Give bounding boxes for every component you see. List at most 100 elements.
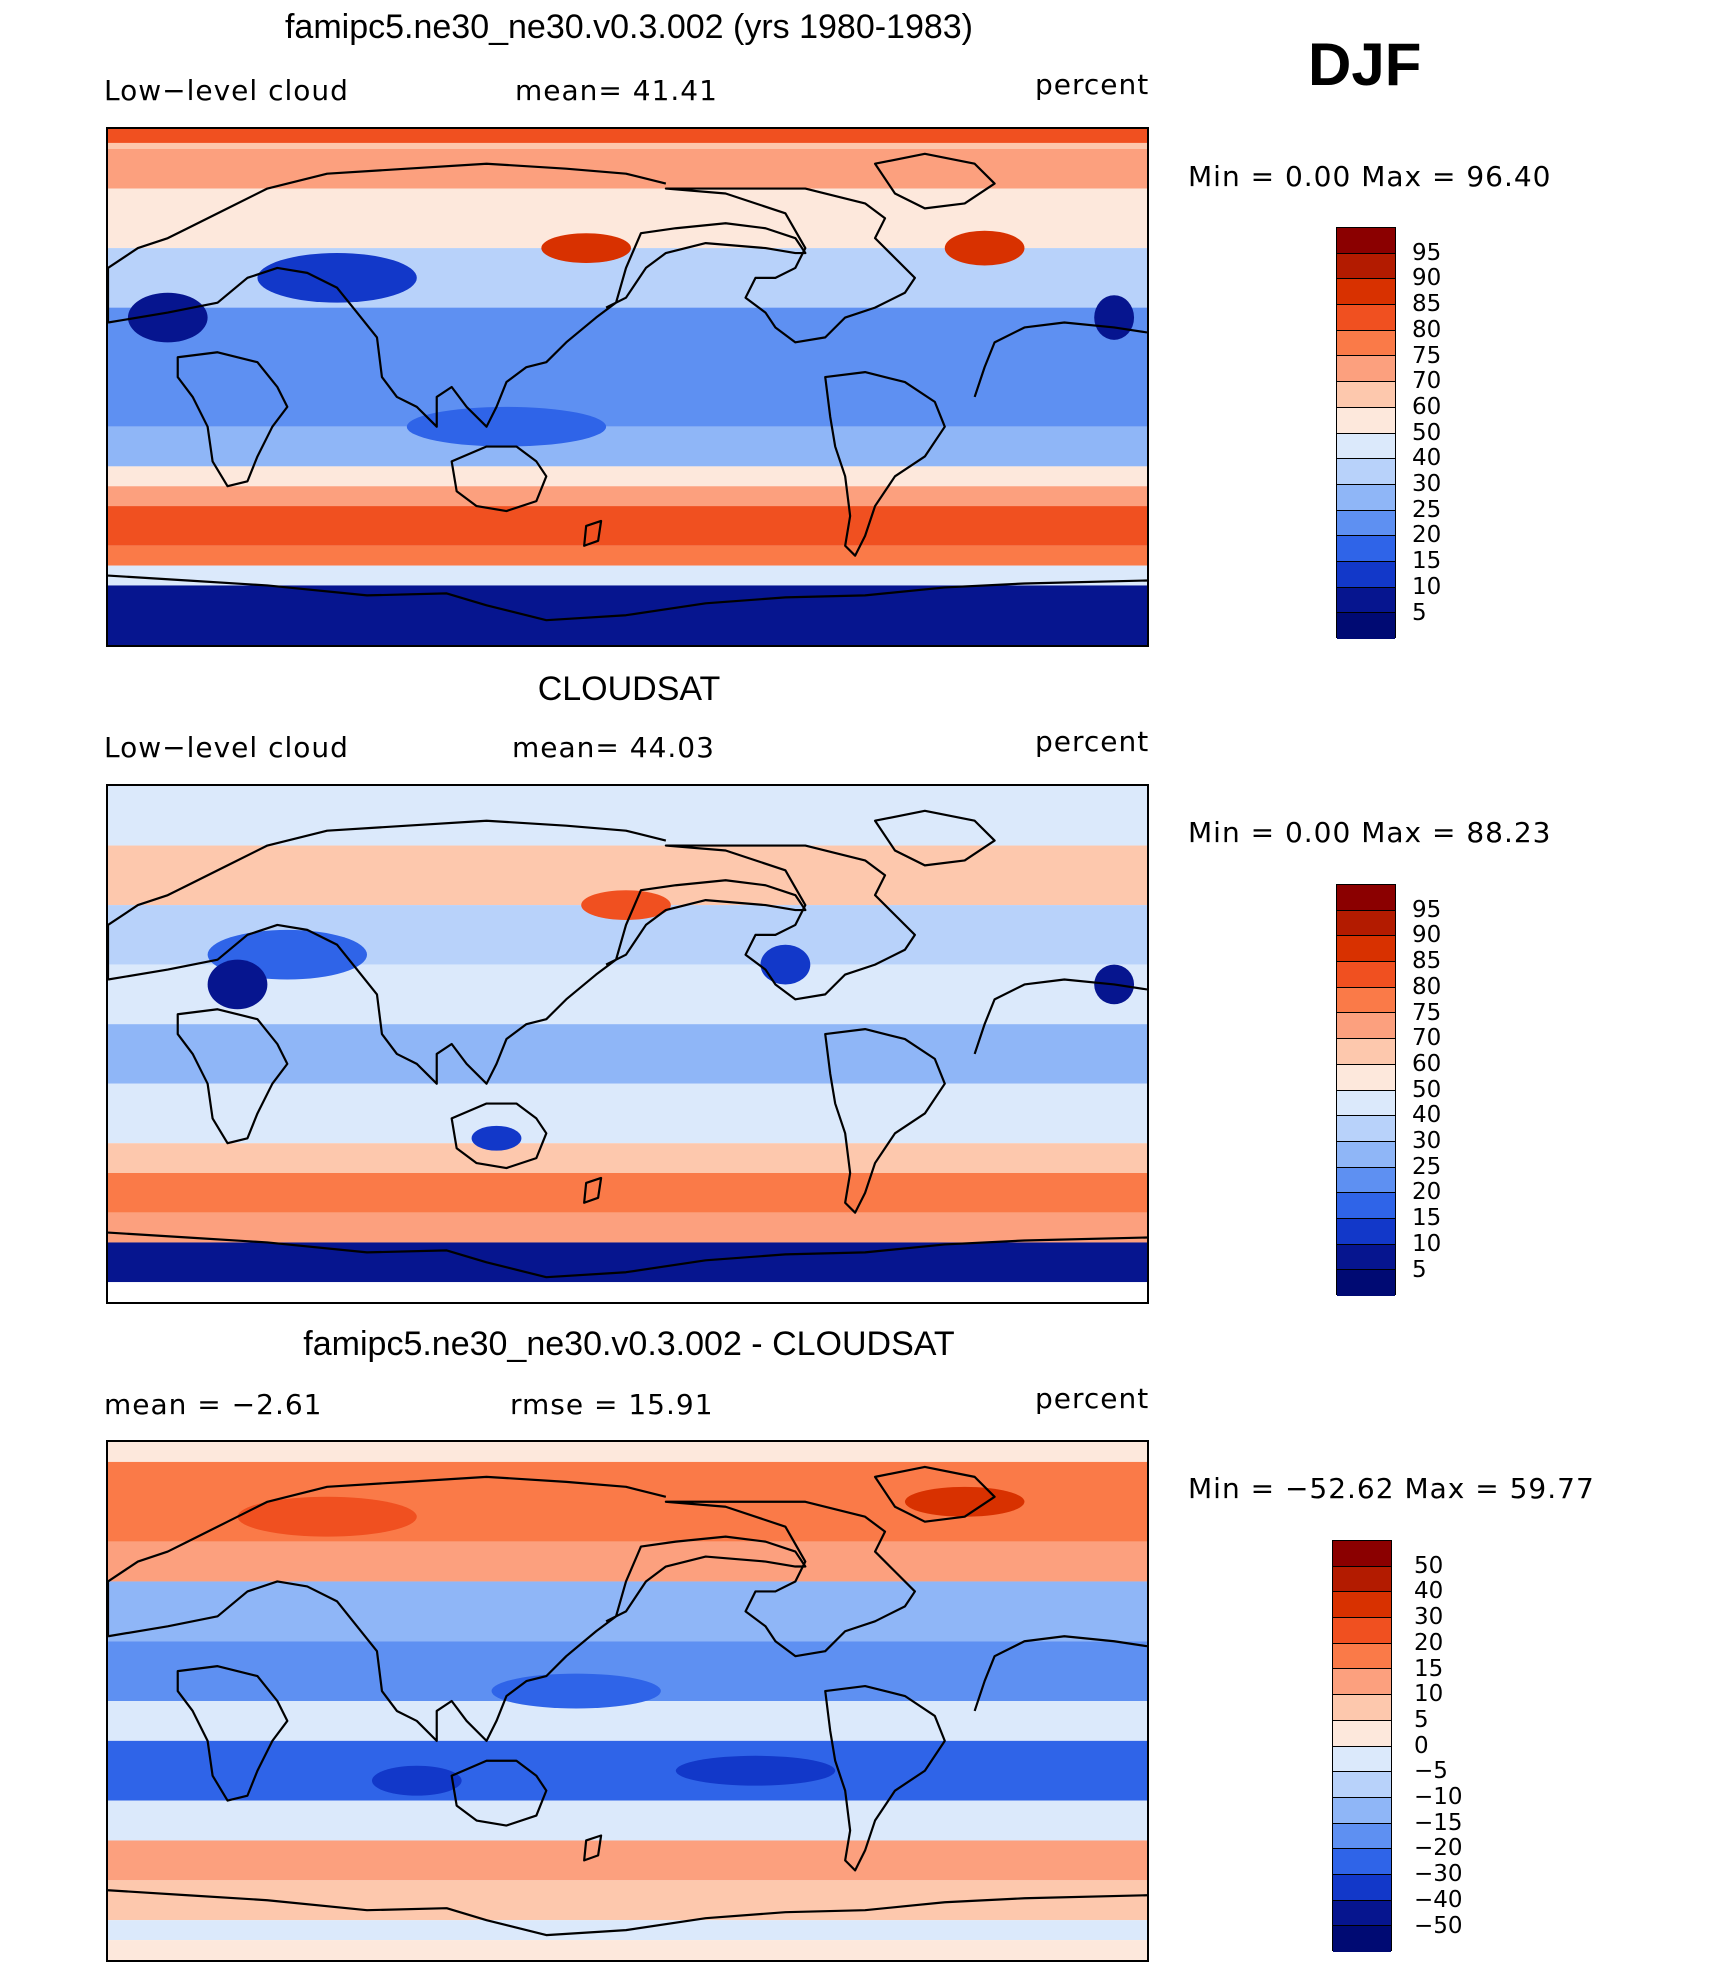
coastline	[176, 351, 289, 488]
colorbar-swatch	[1337, 987, 1395, 1014]
colorbar-level-label: 20	[1414, 1629, 1444, 1656]
season-label: DJF	[1308, 31, 1422, 98]
colorbar-swatch	[1333, 1566, 1391, 1593]
colorbar-swatch	[1337, 1116, 1395, 1142]
panel-3-rmse-label: rmse = 15.91	[510, 1388, 714, 1421]
contour-band	[108, 1143, 1147, 1173]
colorbar-level-label: 30	[1412, 1128, 1442, 1154]
coastline	[583, 1176, 603, 1204]
panel-1-title: famipc5.ne30_ne30.v0.3.002 (yrs 1980-198…	[284, 8, 974, 46]
contour-band	[108, 148, 1147, 189]
colorbar-level-label: 40	[1414, 1578, 1444, 1605]
colorbar-swatch	[1333, 1695, 1391, 1721]
colorbar-level-label: 40	[1412, 445, 1442, 472]
panel-2-minmax: Min = 0.00 Max = 88.23	[1188, 816, 1552, 849]
coastline	[108, 222, 807, 428]
contour-band	[108, 545, 1147, 566]
contour-blob	[1094, 295, 1135, 340]
coastline	[108, 879, 807, 1085]
contour-band	[108, 1940, 1147, 1960]
contour-band	[108, 1800, 1147, 1841]
coastline	[583, 1834, 603, 1862]
colorbar-swatch	[1333, 1618, 1391, 1644]
panel-2-mean-label: mean= 44.03	[512, 731, 715, 764]
colorbar-swatch	[1337, 459, 1395, 485]
coastline	[108, 1231, 1147, 1279]
contour-blob	[491, 1673, 661, 1709]
colorbar-swatch	[1333, 1592, 1391, 1619]
panel-2-map	[106, 784, 1149, 1304]
panel-2-title: CLOUDSAT	[537, 670, 721, 708]
colorbar-level-label: 60	[1412, 1050, 1442, 1077]
contour-band	[108, 786, 1147, 846]
colorbar-swatches	[1336, 227, 1396, 639]
colorbar-swatch	[1337, 279, 1395, 306]
contour-blob	[675, 1755, 836, 1786]
colorbar-level-label: −10	[1414, 1784, 1463, 1810]
contour-band	[108, 1024, 1147, 1084]
colorbar-level-label: 30	[1412, 471, 1442, 497]
colorbar-swatch	[1337, 1218, 1395, 1245]
coastline	[824, 1684, 946, 1872]
coastline	[664, 844, 916, 1001]
panel-1-mean-label: mean= 41.41	[515, 74, 718, 107]
contour-band	[108, 426, 1147, 467]
colorbar-level-label: 75	[1412, 342, 1442, 369]
coastline	[108, 574, 1147, 622]
colorbar-swatch	[1337, 962, 1395, 988]
contour-band	[108, 1581, 1147, 1642]
colorbar-level-label: 25	[1412, 496, 1442, 523]
colorbar-swatch	[1337, 305, 1395, 331]
colorbar-level-label: 60	[1412, 393, 1442, 420]
colorbar-level-label: 10	[1412, 573, 1442, 600]
colorbar-level-label: 10	[1414, 1681, 1444, 1708]
contour-blob	[471, 1125, 522, 1151]
colorbar-swatch	[1337, 1167, 1395, 1194]
colorbar-swatch	[1337, 885, 1395, 911]
panel-3-map	[106, 1440, 1149, 1962]
contour-band	[108, 1282, 1147, 1302]
coastline	[664, 187, 916, 344]
colorbar-level-label: 15	[1412, 548, 1442, 575]
panel-1-units-label: percent	[1035, 68, 1150, 101]
coastline	[108, 819, 667, 980]
coastline	[176, 1665, 289, 1802]
contour-band	[108, 486, 1147, 507]
colorbar-swatch	[1333, 1874, 1391, 1901]
colorbar-level-label: −5	[1414, 1758, 1448, 1785]
coastline	[664, 1500, 916, 1658]
contour-blob	[257, 253, 417, 303]
colorbar-swatch	[1337, 1090, 1395, 1117]
coastline	[973, 978, 1147, 1055]
colorbar-level-label: 70	[1412, 368, 1442, 395]
colorbar-swatches	[1336, 884, 1396, 1296]
coastline	[873, 1465, 996, 1523]
contour-band	[108, 1173, 1147, 1213]
colorbar-swatch	[1337, 228, 1395, 254]
contour-band	[108, 466, 1147, 487]
colorbar-level-label: 40	[1412, 1102, 1442, 1129]
contour-blob	[406, 406, 607, 447]
colorbar-swatch	[1337, 1244, 1395, 1271]
colorbar-level-label: 15	[1414, 1655, 1444, 1682]
colorbar-swatch	[1337, 253, 1395, 280]
contour-blob	[207, 959, 268, 1010]
contour-band	[108, 1541, 1147, 1582]
colorbar-swatch	[1337, 1013, 1395, 1040]
colorbar-level-label: −15	[1414, 1809, 1463, 1836]
contour-band	[108, 1242, 1147, 1283]
coastline	[450, 445, 548, 513]
colorbar-swatch	[1333, 1541, 1391, 1567]
contour-band	[108, 307, 1147, 427]
colorbar-swatch	[1337, 613, 1395, 639]
panel-3-units-label: percent	[1035, 1382, 1150, 1415]
panel-2-units-label: percent	[1035, 725, 1150, 758]
panel-1-map	[106, 127, 1149, 647]
contour-band	[108, 1212, 1147, 1243]
colorbar-swatch	[1337, 356, 1395, 383]
contour-blob	[581, 890, 671, 920]
coastline	[108, 1889, 1147, 1937]
panel-1-variable-label: Low−level cloud	[104, 74, 349, 107]
contour-band	[108, 1083, 1147, 1144]
colorbar-level-label: −30	[1414, 1861, 1463, 1888]
